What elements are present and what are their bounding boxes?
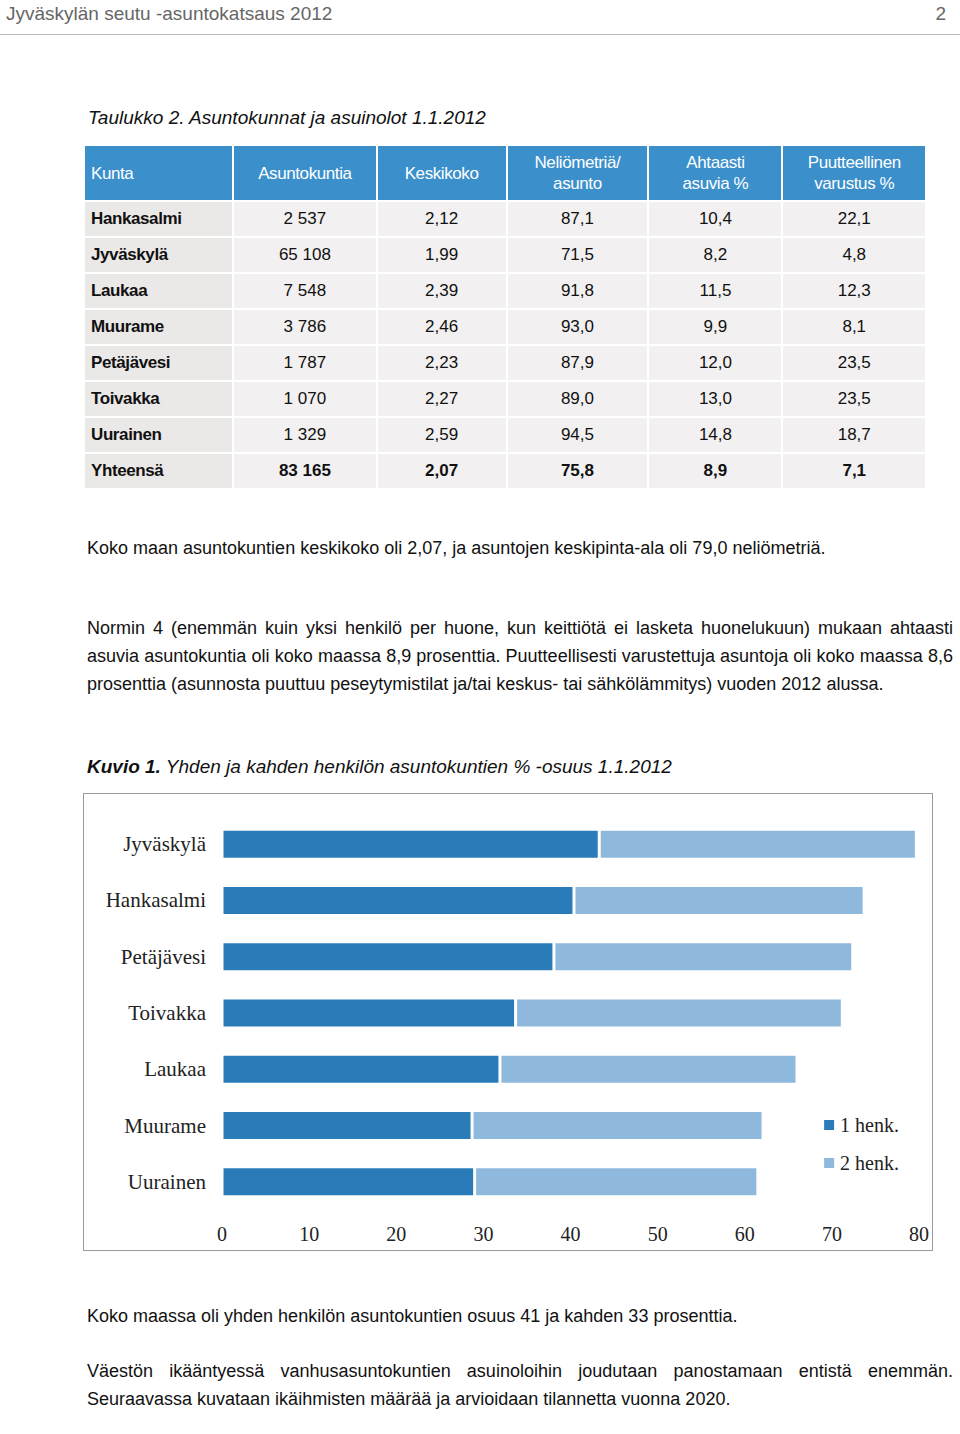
html-text:Taulukko 2. Asuntokunnat ja as: Taulukko 2. Asuntokunnat ja asuinolot 1.… xyxy=(88,107,486,128)
html-text:14,8: 14,8 xyxy=(698,425,732,444)
html-text:87,9: 87,9 xyxy=(560,353,594,372)
html-text:2,12: 2,12 xyxy=(425,209,459,228)
svg-text:80: 80 xyxy=(909,1223,929,1245)
html-text:Laukaa: Laukaa xyxy=(91,281,148,300)
html-text:12,0: 12,0 xyxy=(698,353,732,372)
html-text:87,1: 87,1 xyxy=(560,209,594,228)
html-text:Keskikoko: Keskikoko xyxy=(404,163,479,183)
html-text:11,5: 11,5 xyxy=(699,281,732,300)
svg-text:Laukaa: Laukaa xyxy=(144,1057,206,1081)
html-text:8,9: 8,9 xyxy=(703,461,728,480)
html-text:Jyväskylä: Jyväskylä xyxy=(91,245,168,264)
svg-text:1 henk.: 1 henk. xyxy=(840,1114,899,1136)
html-text:2 537: 2 537 xyxy=(283,209,327,228)
html-text:89,0: 89,0 xyxy=(560,389,594,408)
html-text:Muurame: Muurame xyxy=(91,317,164,336)
html-text:Petäjävesi: Petäjävesi xyxy=(91,353,171,372)
html-text:7,1: 7,1 xyxy=(842,461,867,480)
html-text:Neliömetriä/ asunto: Neliömetriä/ asunto xyxy=(534,153,621,193)
svg-text:30: 30 xyxy=(473,1223,493,1245)
html-text:71,5: 71,5 xyxy=(560,245,594,264)
html-text:Asuntokuntia: Asuntokuntia xyxy=(258,163,352,183)
html-text:2,46: 2,46 xyxy=(425,317,459,336)
html-text:83 165: 83 165 xyxy=(278,461,331,480)
html-text:23,5: 23,5 xyxy=(837,389,871,408)
html-text:65 108: 65 108 xyxy=(278,245,331,264)
svg-text:20: 20 xyxy=(386,1223,406,1245)
svg-text:2 henk.: 2 henk. xyxy=(840,1152,899,1174)
svg-text:40: 40 xyxy=(561,1223,581,1245)
svg-text:60: 60 xyxy=(735,1223,755,1245)
svg-text:0: 0 xyxy=(217,1223,227,1245)
html-text:75,8: 75,8 xyxy=(560,461,594,480)
html-text:Ahtaasti asuvia %: Ahtaasti asuvia % xyxy=(682,153,749,193)
svg-text:Jyväskylä: Jyväskylä xyxy=(123,832,207,856)
html-text:9,9: 9,9 xyxy=(703,317,728,336)
html-text:Koko maassa oli yhden henkilön: Koko maassa oli yhden henkilön asuntokun… xyxy=(87,1306,738,1326)
html-text:Normin 4 (enemmän kuin yksi he: Normin 4 (enemmän kuin yksi henkilö per … xyxy=(87,618,953,694)
html-text:13,0: 13,0 xyxy=(698,389,732,408)
html-text:2,59: 2,59 xyxy=(425,425,459,444)
html-text:7 548: 7 548 xyxy=(283,281,327,300)
html-text:Jyväskylän seutu -asuntokatsau: Jyväskylän seutu -asuntokatsaus 2012 xyxy=(6,3,333,24)
html-text:Väestön ikääntyessä vanhusasun: Väestön ikääntyessä vanhusasuntokuntien … xyxy=(87,1361,953,1409)
html-text:2: 2 xyxy=(935,3,946,24)
svg-text:Petäjävesi: Petäjävesi xyxy=(121,945,206,969)
html-text:Toivakka: Toivakka xyxy=(91,389,160,408)
html-text:3 786: 3 786 xyxy=(283,317,327,336)
html-text:Uurainen: Uurainen xyxy=(91,425,162,444)
svg-text:70: 70 xyxy=(822,1223,842,1245)
html-text:18,7: 18,7 xyxy=(837,425,871,444)
html-text:23,5: 23,5 xyxy=(837,353,871,372)
html-text:2,27: 2,27 xyxy=(425,389,459,408)
html-text:8,1: 8,1 xyxy=(842,317,867,336)
html-text:1,99: 1,99 xyxy=(425,245,459,264)
html-text:1 787: 1 787 xyxy=(283,353,327,372)
svg-text:50: 50 xyxy=(648,1223,668,1245)
html-text:94,5: 94,5 xyxy=(560,425,594,444)
html-text:Puutteellinen varustus %: Puutteellinen varustus % xyxy=(807,153,901,193)
svg-text:Toivakka: Toivakka xyxy=(128,1001,207,1025)
svg-text:10: 10 xyxy=(299,1223,319,1245)
html-text:Yhteensä: Yhteensä xyxy=(91,461,164,480)
html-text:Kuvio 1. Yhden ja kahden henki: Kuvio 1. Yhden ja kahden henkilön asunto… xyxy=(87,756,672,777)
html-text:Koko maan asuntokuntien keskik: Koko maan asuntokuntien keskikoko oli 2,… xyxy=(87,538,826,558)
html-text:93,0: 93,0 xyxy=(560,317,594,336)
html-text:22,1: 22,1 xyxy=(837,209,871,228)
html-text:8,2: 8,2 xyxy=(703,245,728,264)
html-text:2,39: 2,39 xyxy=(425,281,459,300)
svg-text:Uurainen: Uurainen xyxy=(128,1170,207,1194)
html-text:91,8: 91,8 xyxy=(560,281,594,300)
html-text:2,23: 2,23 xyxy=(425,353,459,372)
html-text:1 329: 1 329 xyxy=(283,425,327,444)
svg-text:Muurame: Muurame xyxy=(124,1114,206,1138)
html-text:Hankasalmi: Hankasalmi xyxy=(91,209,182,228)
html-text:4,8: 4,8 xyxy=(842,245,867,264)
html-text:1 070: 1 070 xyxy=(283,389,327,408)
svg-text:Hankasalmi: Hankasalmi xyxy=(106,888,206,912)
html-text:Kunta: Kunta xyxy=(91,163,134,183)
html-text:10,4: 10,4 xyxy=(698,209,732,228)
html-text:12,3: 12,3 xyxy=(837,281,871,300)
html-text:2,07: 2,07 xyxy=(425,461,459,480)
